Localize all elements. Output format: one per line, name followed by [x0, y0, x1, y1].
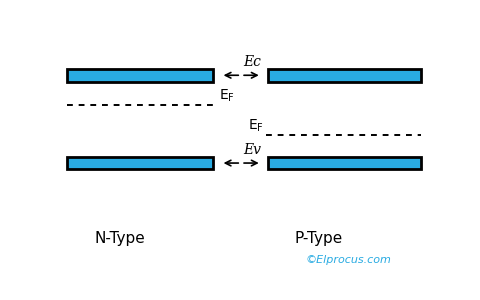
Text: Ev: Ev — [243, 143, 261, 157]
Bar — [268, 69, 421, 82]
Text: N-Type: N-Type — [94, 231, 145, 246]
Text: P-Type: P-Type — [294, 231, 343, 246]
Text: $\mathregular{E_F}$: $\mathregular{E_F}$ — [219, 88, 235, 104]
Text: $\mathregular{E_F}$: $\mathregular{E_F}$ — [248, 118, 264, 134]
Bar — [268, 157, 421, 169]
Bar — [67, 157, 213, 169]
Text: Ec: Ec — [243, 56, 261, 70]
Bar — [67, 69, 213, 82]
Text: ©Elprocus.com: ©Elprocus.com — [305, 255, 391, 265]
